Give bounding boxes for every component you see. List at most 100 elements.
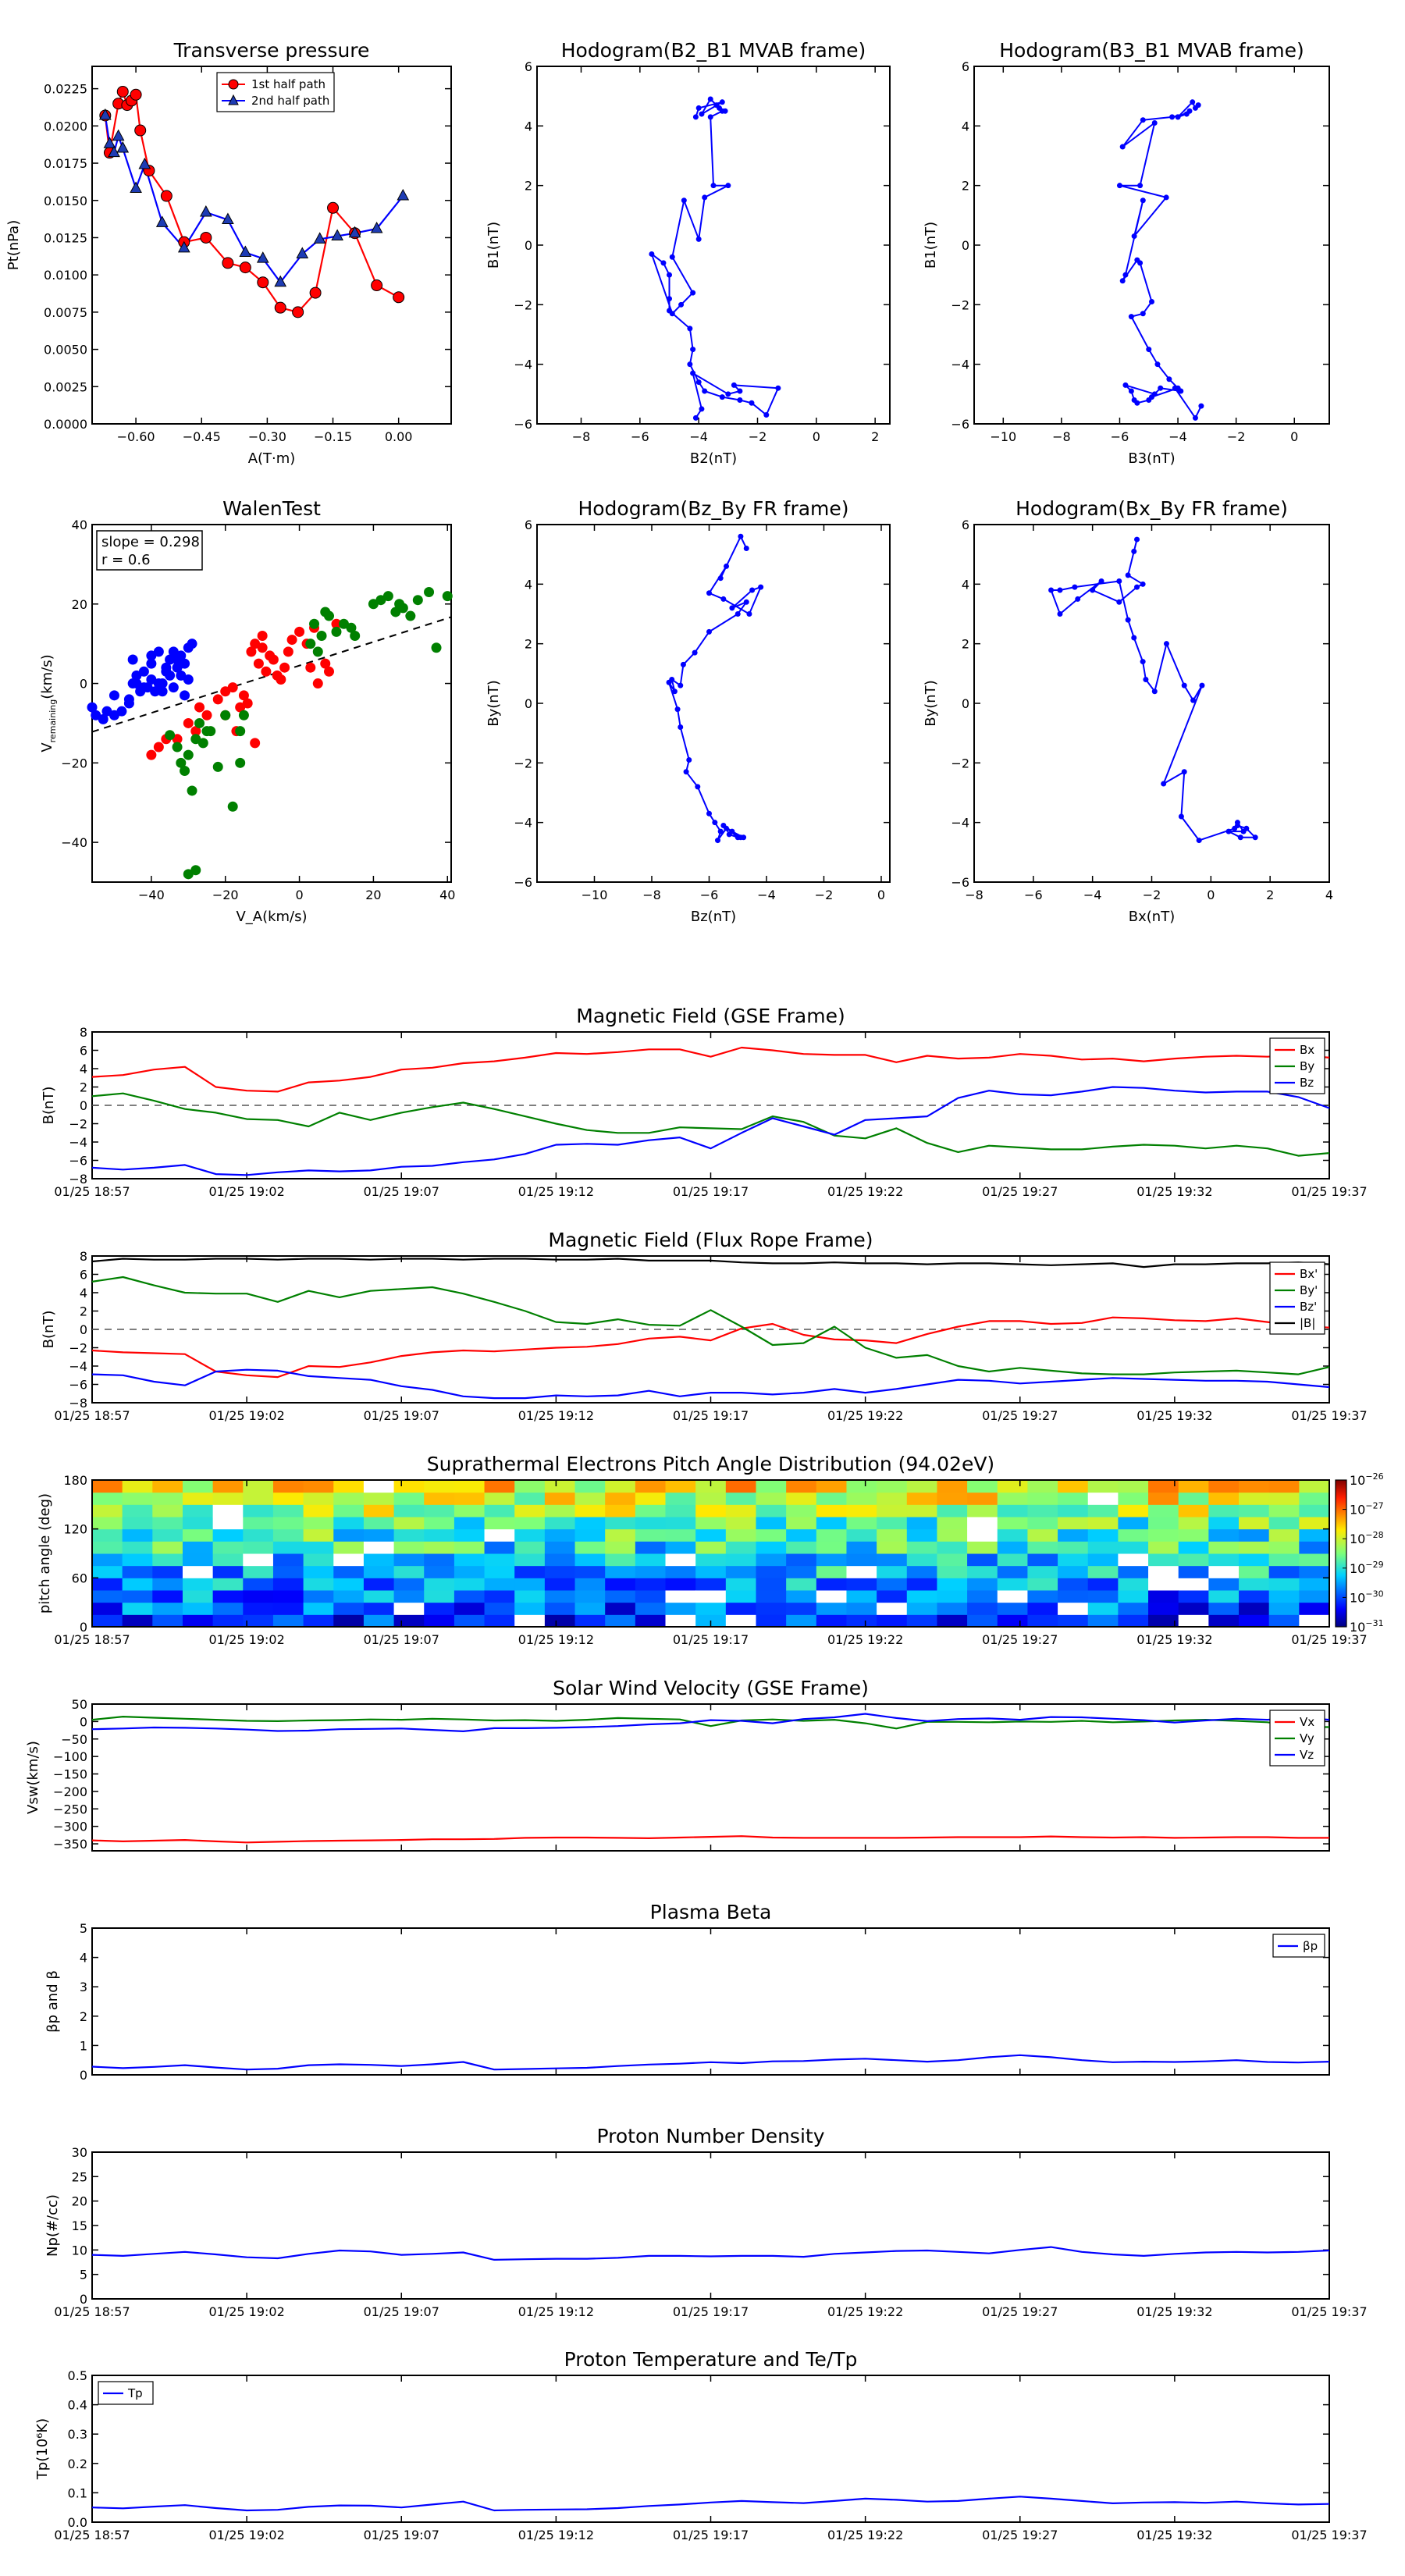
pad-cell <box>272 1590 304 1603</box>
pad-cell <box>665 1541 696 1554</box>
pad-cell <box>1087 1517 1119 1530</box>
pad-cell <box>877 1614 908 1628</box>
pad-cell <box>363 1565 395 1578</box>
tp-ytick-label: 0.0000 <box>44 417 87 432</box>
walen-point <box>235 726 246 737</box>
pad-cell <box>484 1504 515 1517</box>
walen-point <box>350 630 361 641</box>
walen-point <box>212 694 223 705</box>
pad-cell <box>152 1565 183 1578</box>
vsw-ytick-label: 50 <box>72 1697 87 1712</box>
h4-point <box>1140 659 1146 665</box>
pad-cell <box>454 1528 486 1542</box>
pad-cell <box>514 1492 546 1505</box>
pad-cell <box>786 1590 817 1603</box>
pad-cell <box>1118 1492 1149 1505</box>
pad-cell <box>544 1517 576 1530</box>
h2-path <box>1119 101 1202 419</box>
pad-cell <box>212 1517 244 1530</box>
walen-point <box>346 622 357 633</box>
pad-cell <box>1148 1504 1179 1517</box>
beta-series-p <box>91 2054 1330 2071</box>
tp-point-first-half <box>116 85 129 98</box>
pad-cell <box>1148 1590 1179 1603</box>
h4-point <box>1143 676 1149 682</box>
pad-cell <box>906 1528 937 1542</box>
h4-point <box>1181 682 1187 688</box>
pad-cell <box>1239 1517 1270 1530</box>
vsw-legend-label: Vz <box>1300 1748 1314 1762</box>
pad-cell <box>1087 1590 1119 1603</box>
pad-cell <box>665 1590 696 1603</box>
pad-cell <box>816 1553 847 1567</box>
h2-point <box>1172 385 1178 391</box>
np-xtick-label: 01/25 19:37 <box>1291 2304 1367 2319</box>
h4-point <box>1090 587 1096 593</box>
bfr-ytick-label: −6 <box>69 1378 87 1393</box>
pad-cell <box>1087 1614 1119 1628</box>
pad-xtick-label: 01/25 19:37 <box>1291 1632 1367 1647</box>
tpr-xtick-label: 01/25 19:27 <box>982 2528 1058 2542</box>
walen-point <box>146 650 157 661</box>
pad-cell <box>906 1602 937 1615</box>
h2-point <box>1137 183 1144 189</box>
pad-cell <box>544 1541 576 1554</box>
walen-point <box>331 626 342 637</box>
pad-xtick-label: 01/25 18:57 <box>54 1632 130 1647</box>
tpr-xtick-label: 01/25 19:02 <box>208 2528 284 2542</box>
bfr-ytick-label: 6 <box>80 1268 87 1283</box>
h1-point <box>707 114 713 120</box>
pad-xtick-label: 01/25 19:12 <box>518 1632 594 1647</box>
walen-ylabel-sub: remaining <box>48 699 58 743</box>
pad-cell <box>514 1504 546 1517</box>
pad-cell <box>725 1602 756 1615</box>
walen-frame <box>91 524 452 883</box>
walen-point <box>108 690 119 701</box>
pad-cell <box>695 1480 727 1493</box>
pad-cell <box>363 1492 395 1505</box>
vsw-title: Solar Wind Velocity (GSE Frame) <box>553 1677 869 1699</box>
h4-point <box>1116 578 1122 585</box>
h3-point <box>746 611 752 617</box>
pad-cell <box>1268 1578 1300 1591</box>
h2-point <box>1140 117 1146 123</box>
pad-colorbar-exponent: −30 <box>1365 1589 1383 1599</box>
walen-point <box>309 618 320 629</box>
pad-cell <box>725 1492 756 1505</box>
bfr-legend-label: |B| <box>1300 1316 1315 1330</box>
walen-point <box>131 670 142 681</box>
pad-cell <box>484 1492 515 1505</box>
walen-point <box>168 682 179 693</box>
walen-point <box>87 702 98 713</box>
h4-point <box>1116 599 1122 605</box>
h3-point <box>717 575 724 582</box>
pad-cell <box>906 1553 937 1567</box>
walen-point <box>176 670 187 681</box>
pad-cell <box>1239 1553 1270 1567</box>
pad-cell <box>605 1578 636 1591</box>
h4-point <box>1072 584 1078 590</box>
pad-cell <box>695 1492 727 1505</box>
vsw-ytick-label: −200 <box>53 1784 87 1799</box>
walen-point <box>91 710 101 720</box>
h2-point <box>1169 114 1176 120</box>
pad-cell <box>1087 1541 1119 1554</box>
walen-ylabel: Vremaining(km/s) <box>39 654 58 752</box>
walen-point <box>153 678 164 689</box>
tpr-ytick-label: 0.0 <box>68 2515 87 2530</box>
tp-xtick-label: −0.60 <box>117 429 155 444</box>
pad-cell <box>1268 1504 1300 1517</box>
tp-ytick-label: 0.0075 <box>44 305 87 320</box>
pad-cell <box>846 1614 877 1628</box>
pad-cell <box>212 1590 244 1603</box>
h3-point <box>678 724 684 731</box>
tp-point-second-half <box>348 226 361 238</box>
pad-cell <box>1239 1565 1270 1578</box>
beta-ytick-label: 0 <box>80 2068 87 2083</box>
pad-cell <box>484 1602 515 1615</box>
h1-point <box>749 400 755 406</box>
bgse-series-By <box>91 1092 1330 1157</box>
bfr-ytick-label: 2 <box>80 1304 87 1319</box>
pad-cell <box>363 1590 395 1603</box>
tp-point-second-half <box>155 215 169 227</box>
